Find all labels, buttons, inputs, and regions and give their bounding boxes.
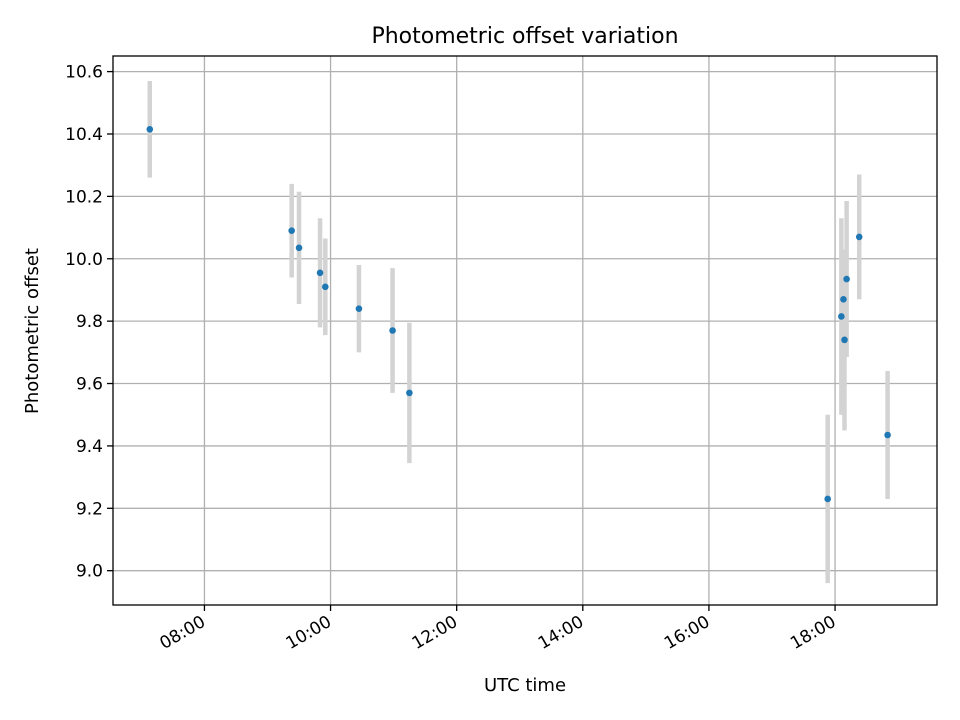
chart-title: Photometric offset variation [371, 24, 678, 49]
data-point [288, 227, 295, 234]
grid-layer [113, 56, 937, 605]
x-tick-label: 14:00 [535, 612, 587, 654]
x-tick-label: 16:00 [661, 612, 713, 654]
plot-frame [112, 55, 938, 606]
y-tick-label: 9.0 [76, 562, 103, 582]
y-tick-label: 10.6 [65, 63, 103, 83]
data-point [841, 336, 848, 344]
point-layer [146, 126, 891, 503]
data-point [838, 313, 845, 320]
data-point [824, 495, 831, 503]
y-tick-label: 9.4 [76, 437, 103, 457]
x-tick-label: 10:00 [283, 612, 335, 654]
x-tick-label: 08:00 [157, 612, 209, 654]
data-point [389, 327, 396, 334]
data-point [295, 244, 303, 252]
x-tick-label: 18:00 [787, 612, 839, 654]
data-point [855, 233, 863, 241]
x-axis-label: UTC time [484, 675, 566, 696]
data-point [406, 389, 413, 397]
data-point [322, 283, 329, 291]
tick-layer: 08:00 10:00 12:00 14:00 16:00 18:00 9.0 9.2 9.4 9… [65, 63, 839, 654]
data-point [146, 126, 154, 133]
x-tick-label: 12:00 [409, 612, 461, 654]
y-tick-label: 9.8 [76, 312, 103, 332]
data-point [884, 431, 891, 439]
data-point [843, 275, 850, 283]
data-point [840, 296, 847, 303]
y-tick-label: 9.6 [76, 375, 103, 395]
y-tick-label: 10.0 [65, 250, 103, 270]
data-point [316, 269, 324, 277]
data-point [355, 305, 363, 312]
y-tick-label: 9.2 [76, 499, 103, 519]
y-tick-label: 10.2 [65, 187, 103, 207]
y-tick-label: 10.4 [65, 125, 103, 145]
y-axis-label: Photometric offset [22, 248, 43, 414]
